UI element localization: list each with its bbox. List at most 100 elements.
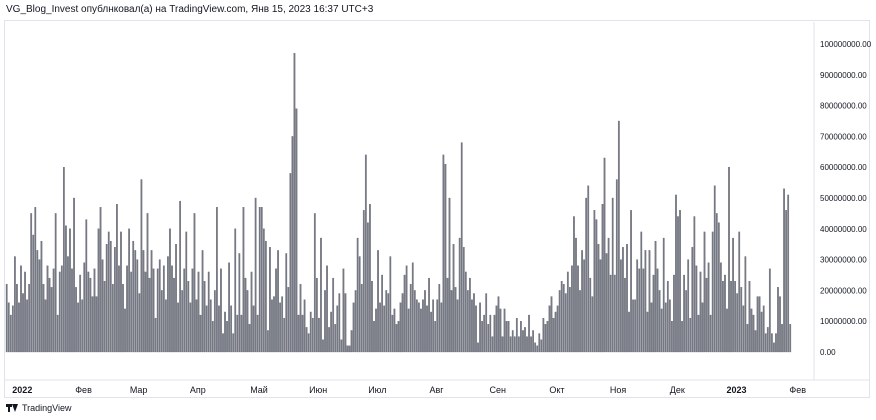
- volume-bar: [46, 265, 49, 353]
- volume-bar: [330, 311, 333, 353]
- volume-bar: [399, 302, 402, 353]
- y-tick-label: 60000000.00: [820, 163, 867, 172]
- volume-bar: [675, 194, 677, 353]
- volume-bar: [632, 299, 634, 353]
- volume-bar: [620, 259, 622, 353]
- volume-bar: [532, 330, 534, 353]
- volume-bar: [722, 281, 724, 353]
- volume-bar: [226, 321, 228, 353]
- volume-bar: [362, 210, 365, 353]
- volume-bar: [677, 216, 679, 353]
- volume-bar: [748, 281, 751, 353]
- volume-bar: [91, 296, 94, 353]
- volume-bar: [324, 290, 326, 353]
- x-tick-label: Май: [250, 385, 268, 395]
- volume-bar: [434, 321, 437, 353]
- volume-bar: [328, 327, 330, 353]
- volume-bar: [58, 271, 61, 353]
- volume-bar: [142, 250, 145, 353]
- volume-bar: [732, 237, 734, 353]
- volume-bar: [224, 311, 226, 353]
- volume-bar: [103, 281, 106, 353]
- volume-bar: [301, 314, 304, 353]
- volume-bar: [591, 296, 594, 353]
- volume-bar: [626, 244, 628, 353]
- volume-bar: [766, 327, 769, 353]
- volume-bar: [36, 250, 39, 353]
- volume-bar: [609, 274, 612, 353]
- volume-bar: [177, 302, 179, 353]
- volume-bar: [240, 314, 243, 353]
- volume-bar: [585, 197, 588, 353]
- volume-bar: [254, 197, 257, 353]
- volume-bar: [326, 265, 328, 353]
- volume-bar: [436, 299, 439, 353]
- volume-bar: [342, 268, 345, 353]
- volume-bar: [440, 302, 443, 353]
- volume-bar: [366, 222, 369, 353]
- volume-bar: [656, 268, 659, 353]
- volume-bar: [709, 314, 712, 353]
- volume-bar: [56, 314, 59, 353]
- volume-bar: [493, 314, 496, 353]
- volume-bar: [158, 259, 161, 353]
- volume-bar: [405, 265, 408, 353]
- volume-bar: [456, 299, 459, 353]
- volume-bar: [403, 274, 406, 353]
- volume-bar: [309, 311, 312, 353]
- volume-bar: [187, 281, 190, 353]
- volume-bar: [248, 324, 251, 353]
- volume-bar: [271, 299, 273, 353]
- volume-bar: [315, 277, 318, 353]
- volume-bar: [338, 293, 341, 353]
- volume-bar: [640, 231, 643, 353]
- volume-bar: [93, 268, 96, 353]
- x-tick-label: Авг: [429, 385, 444, 395]
- volume-bar: [373, 321, 375, 353]
- chart-header: VG_Blog_Invest опублнковал(а) на Trading…: [6, 4, 374, 15]
- volume-bar: [346, 345, 349, 353]
- volume-bar: [607, 237, 610, 353]
- volume-bar: [422, 299, 424, 353]
- volume-bar: [542, 317, 545, 353]
- volume-bar: [209, 299, 212, 353]
- volume-bar: [693, 216, 696, 353]
- volume-bar: [768, 268, 771, 353]
- volume-bar: [383, 305, 386, 353]
- volume-bar: [150, 250, 153, 353]
- volume-bar: [364, 154, 367, 353]
- volume-bar: [458, 237, 461, 353]
- volume-bar: [213, 290, 216, 353]
- volume-bar: [287, 287, 290, 353]
- volume-bar: [452, 244, 455, 353]
- volume-bar: [83, 262, 86, 353]
- volume-bar: [132, 240, 135, 353]
- volume-bar: [779, 296, 781, 353]
- y-tick-label: 30000000.00: [820, 256, 867, 265]
- volume-bar: [28, 284, 31, 353]
- volume-bar: [466, 290, 469, 353]
- volume-bar: [228, 262, 230, 353]
- volume-bar: [154, 317, 157, 353]
- volume-bar: [116, 204, 118, 353]
- volume-bar: [307, 333, 310, 353]
- volume-bar: [636, 259, 639, 353]
- volume-bar: [671, 321, 673, 353]
- volume-bar: [111, 284, 114, 353]
- volume-bar: [75, 287, 77, 353]
- volume-bar: [450, 290, 453, 353]
- volume-bar: [371, 281, 373, 353]
- volume-bar: [715, 213, 718, 353]
- volume-bar: [613, 274, 616, 353]
- volume-bar: [124, 308, 126, 353]
- volume-bar: [146, 213, 149, 353]
- volume-bar: [411, 262, 414, 353]
- volume-bar: [5, 284, 8, 353]
- volume-bar: [134, 250, 137, 353]
- volume-bar: [477, 342, 479, 353]
- y-tick-label: 50000000.00: [820, 194, 867, 203]
- volume-bar: [356, 237, 359, 353]
- volume-bar: [258, 207, 261, 353]
- volume-bar: [485, 293, 488, 353]
- volume-bar: [503, 308, 506, 353]
